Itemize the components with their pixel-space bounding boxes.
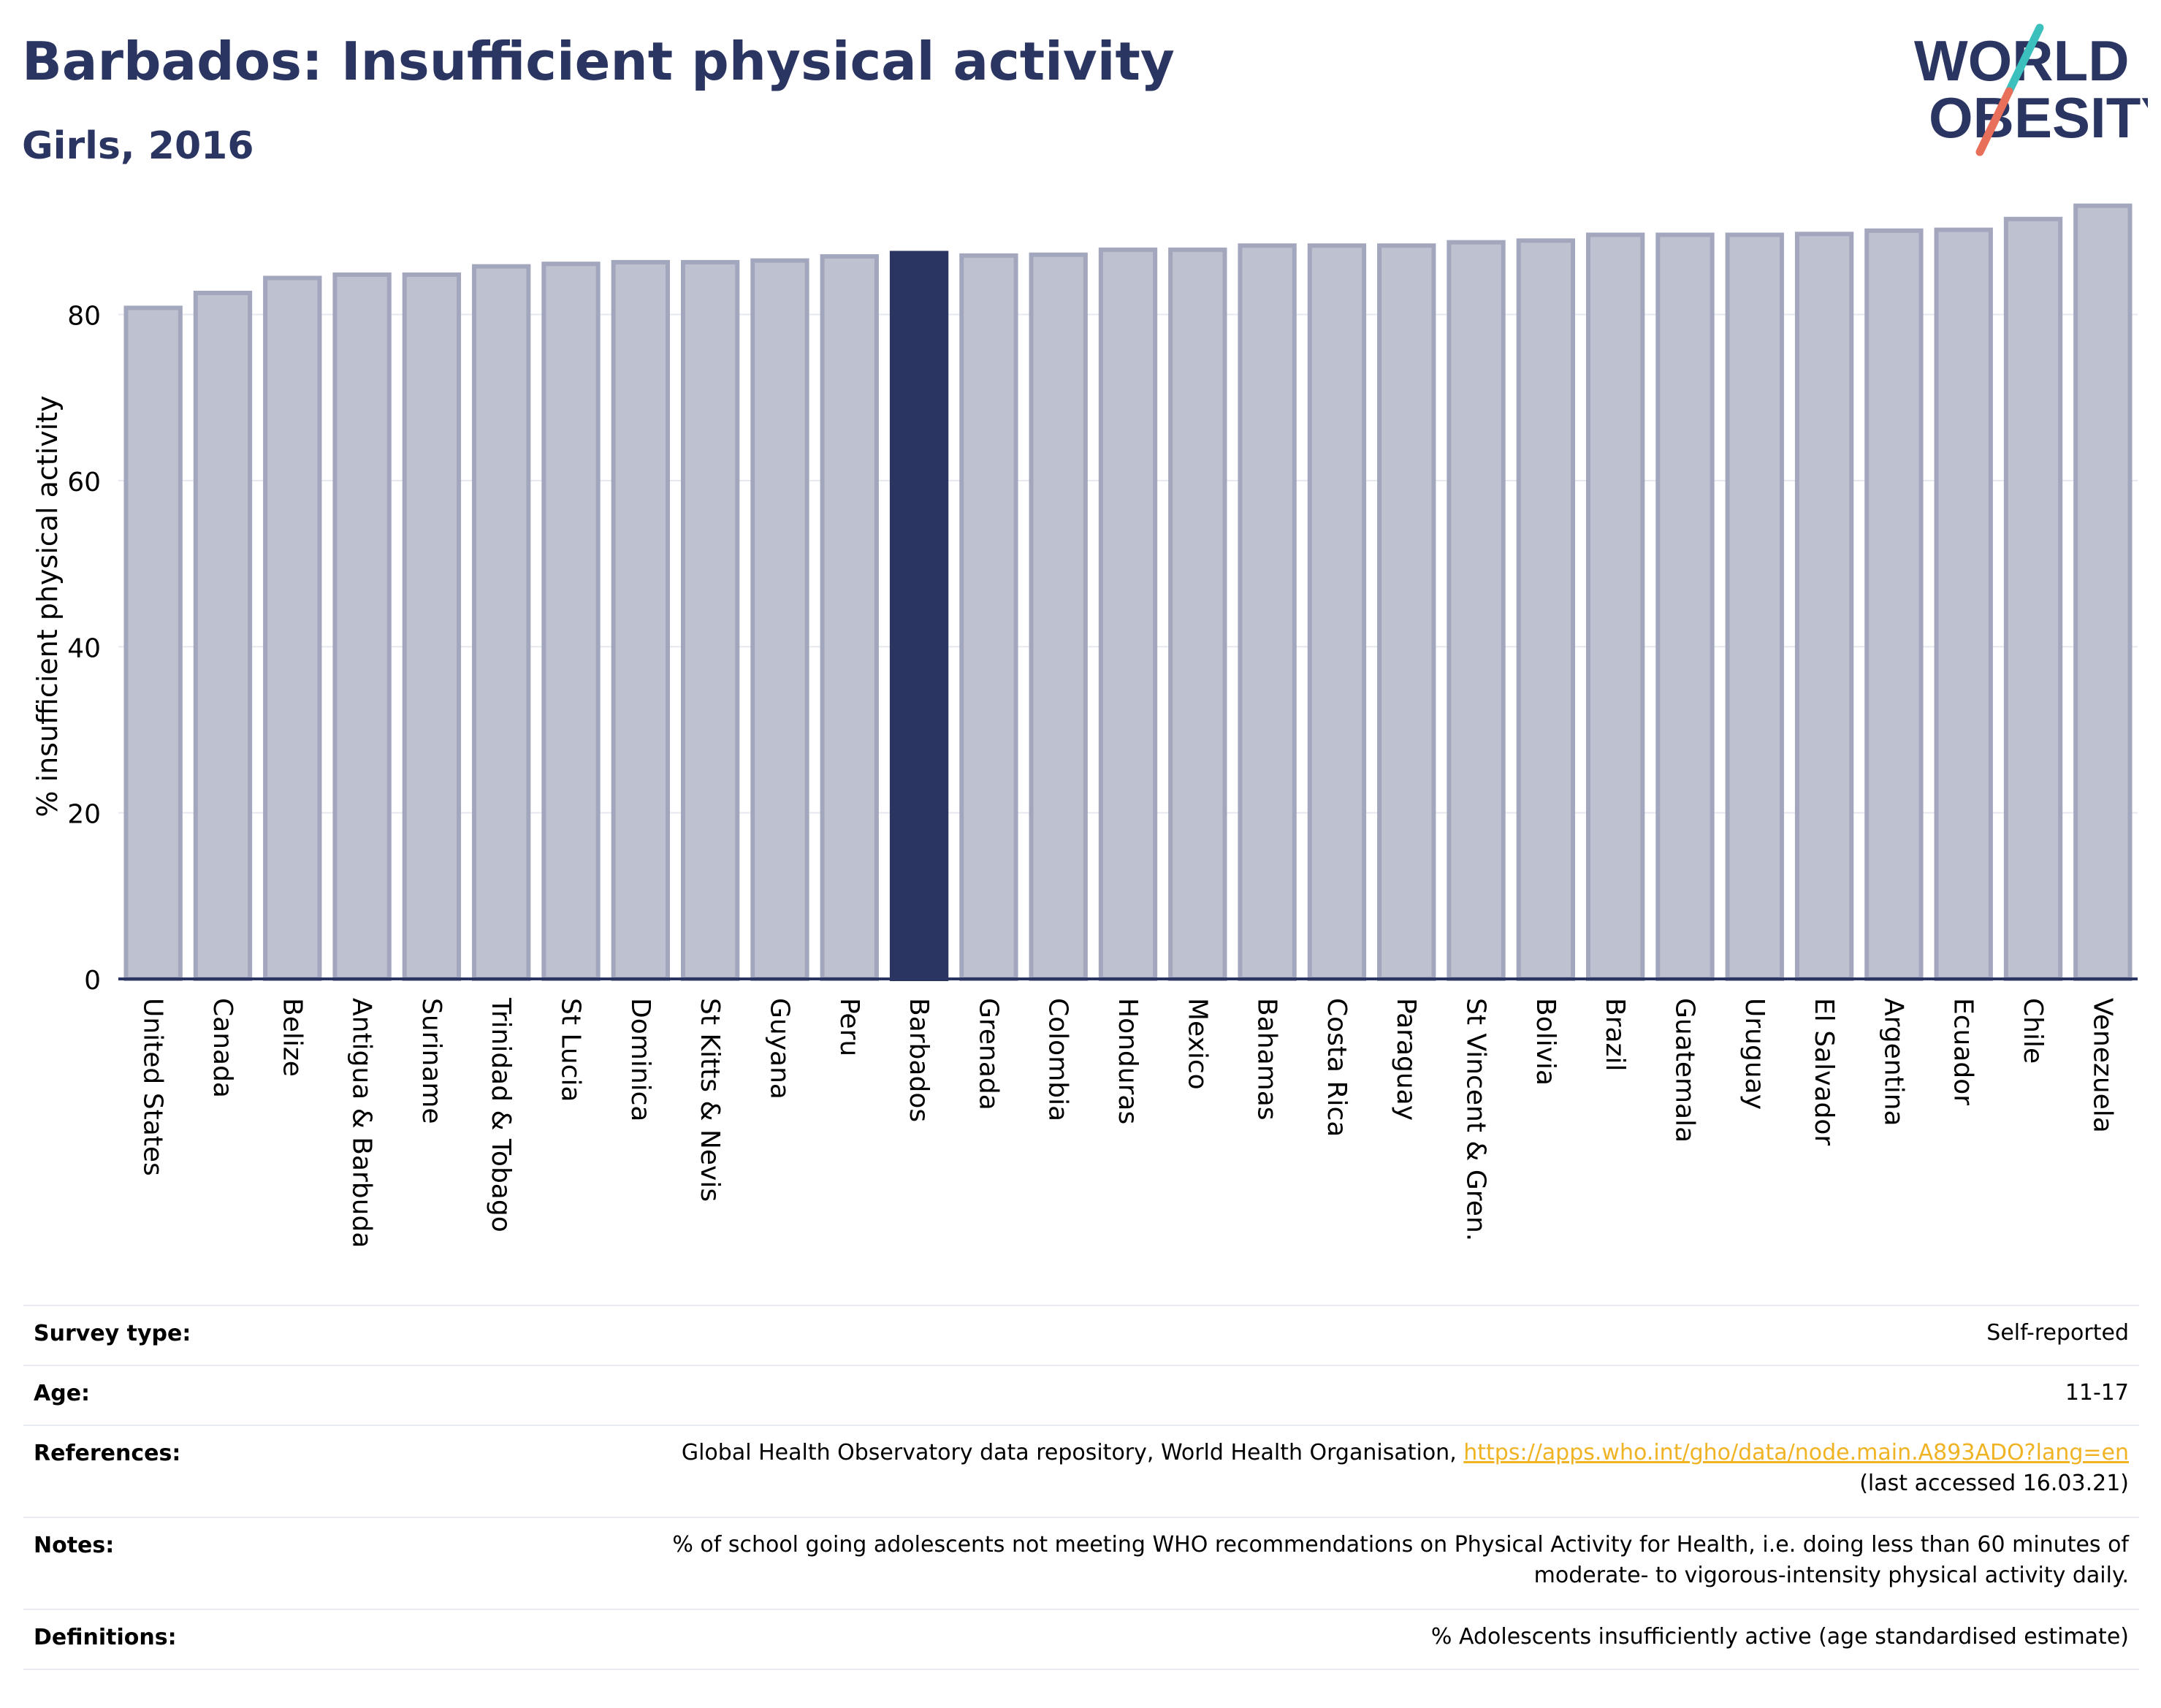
x-tick-label: St Lucia <box>556 998 586 1102</box>
x-tick-label: Paraguay <box>1391 998 1421 1121</box>
y-tick-label: 60 <box>67 468 101 497</box>
age-label: Age: <box>34 1381 91 1406</box>
bar-mexico <box>1168 247 1227 981</box>
y-tick-label: 0 <box>84 966 101 996</box>
info-row-age: Age: 11-17 <box>23 1365 2139 1425</box>
bar-argentina <box>1864 228 1924 981</box>
x-tick-label: Venezuela <box>2087 998 2117 1133</box>
info-row-survey-type: Survey type: Self-reported <box>23 1305 2139 1365</box>
definitions-label: Definitions: <box>34 1625 177 1650</box>
bar-chart: 0 20 40 60 80 United States Canada Belize Antig… <box>31 203 2138 1248</box>
bar-el-salvador <box>1794 232 1854 981</box>
bar-belize <box>263 275 322 981</box>
x-tick-label: Chile <box>2018 998 2048 1064</box>
bar-colombia <box>1029 252 1088 981</box>
x-tick-label: Bahamas <box>1252 998 1282 1121</box>
x-tick-label: Belize <box>277 998 307 1077</box>
bar-dominica <box>611 259 670 981</box>
bar-venezuela <box>2073 203 2133 982</box>
x-tick-label: Canada <box>207 998 237 1098</box>
bar-united-states <box>123 305 183 981</box>
x-tick-label: Uruguay <box>1739 998 1769 1110</box>
bars <box>123 203 2133 982</box>
info-row-references: References: Global Health Observatory da… <box>23 1425 2139 1517</box>
logo-slash-coral <box>1975 87 2013 156</box>
bar-bolivia <box>1516 238 1576 982</box>
x-tick-label: Antigua & Barbuda <box>347 998 377 1248</box>
age-value: 11-17 <box>2065 1380 2129 1406</box>
x-tick-label: Barbados <box>904 998 934 1122</box>
references-text: Global Health Observatory data repositor… <box>681 1440 1464 1465</box>
info-table: Survey type: Self-reported Age: 11-17 Re… <box>23 1305 2139 1670</box>
x-tick-label: United States <box>138 998 168 1176</box>
bar-uruguay <box>1725 232 1784 981</box>
notes-line-2: moderate- to vigorous-intensity physical… <box>1533 1563 2129 1588</box>
x-tick-label: Suriname <box>416 998 446 1124</box>
y-tick-label: 80 <box>67 302 101 332</box>
logo-slash-teal <box>2005 23 2044 96</box>
bar-antigua-barbuda <box>332 272 392 981</box>
y-axis-label: % insufficient physical activity <box>31 395 64 817</box>
page-title: Barbados: Insufficient physical activity <box>22 31 1175 92</box>
references-link[interactable]: https://apps.who.int/gho/data/node.main.… <box>1463 1440 2129 1465</box>
x-tick-label: El Salvador <box>1809 998 1839 1145</box>
x-tick-label: Guatemala <box>1669 998 1699 1143</box>
x-tick-label: Honduras <box>1113 998 1143 1124</box>
info-row-definitions: Definitions: % Adolescents insufficientl… <box>23 1609 2139 1670</box>
survey-type-value: Self-reported <box>1986 1320 2129 1346</box>
x-tick-label: Brazil <box>1600 998 1630 1071</box>
page-subtitle: Girls, 2016 <box>22 124 254 168</box>
bar-peru <box>820 253 879 981</box>
bar-suriname <box>402 272 462 981</box>
x-tick-label: Trinidad & Tobago <box>486 997 516 1232</box>
notes-line-1: % of school going adolescents not meetin… <box>672 1532 2129 1558</box>
y-axis-ticks: 0 20 40 60 80 <box>67 302 101 996</box>
x-tick-label: Ecuador <box>1948 998 1978 1105</box>
world-obesity-logo: WORLD OBESITY <box>1914 23 2148 156</box>
bar-bahamas <box>1238 243 1297 982</box>
bar-barbados <box>889 251 949 981</box>
bar-st-kitts-nevis <box>680 259 740 981</box>
x-tick-label: St Kitts & Nevis <box>695 998 725 1202</box>
bar-grenada <box>959 253 1018 981</box>
info-row-notes: Notes: % of school going adolescents not… <box>23 1517 2139 1609</box>
bar-brazil <box>1586 232 1645 981</box>
references-suffix: (last accessed 16.03.21) <box>1859 1471 2129 1496</box>
references-label: References: <box>34 1441 181 1466</box>
y-tick-label: 20 <box>67 800 101 830</box>
bar-st-lucia <box>541 262 601 981</box>
references-value: Global Health Observatory data repositor… <box>682 1438 2129 1499</box>
x-tick-label: Peru <box>834 998 864 1056</box>
x-tick-label: Argentina <box>1878 998 1908 1126</box>
y-tick-label: 40 <box>67 633 101 663</box>
x-tick-label: St Vincent & Gren. <box>1461 998 1491 1241</box>
survey-type-label: Survey type: <box>34 1321 191 1346</box>
x-tick-label: Mexico <box>1182 998 1212 1090</box>
x-tick-label: Dominica <box>625 998 655 1122</box>
notes-label: Notes: <box>34 1533 115 1558</box>
bar-guyana <box>750 258 809 981</box>
x-tick-label: Colombia <box>1043 998 1073 1121</box>
x-tick-label: Grenada <box>973 998 1003 1110</box>
bar-trinidad-tobago <box>472 264 531 981</box>
x-tick-label: Guyana <box>764 998 794 1099</box>
bar-paraguay <box>1377 243 1436 982</box>
x-tick-label: Bolivia <box>1531 998 1560 1086</box>
bar-canada <box>193 290 253 981</box>
bar-chile <box>2003 216 2063 982</box>
x-axis-tick-labels: United States Canada Belize Antigua & Barbu… <box>138 997 2118 1248</box>
logo-text-obesity: OBESITY <box>1929 85 2148 150</box>
definitions-value: % Adolescents insufficiently active (age… <box>1430 1624 2129 1650</box>
x-tick-label: Costa Rica <box>1322 998 1352 1137</box>
bar-ecuador <box>1934 227 1993 981</box>
notes-value: % of school going adolescents not meetin… <box>672 1530 2129 1591</box>
bar-st-vincent-gren- <box>1447 240 1506 982</box>
bar-honduras <box>1098 247 1158 981</box>
bar-costa-rica <box>1307 243 1367 982</box>
bar-guatemala <box>1655 232 1715 981</box>
